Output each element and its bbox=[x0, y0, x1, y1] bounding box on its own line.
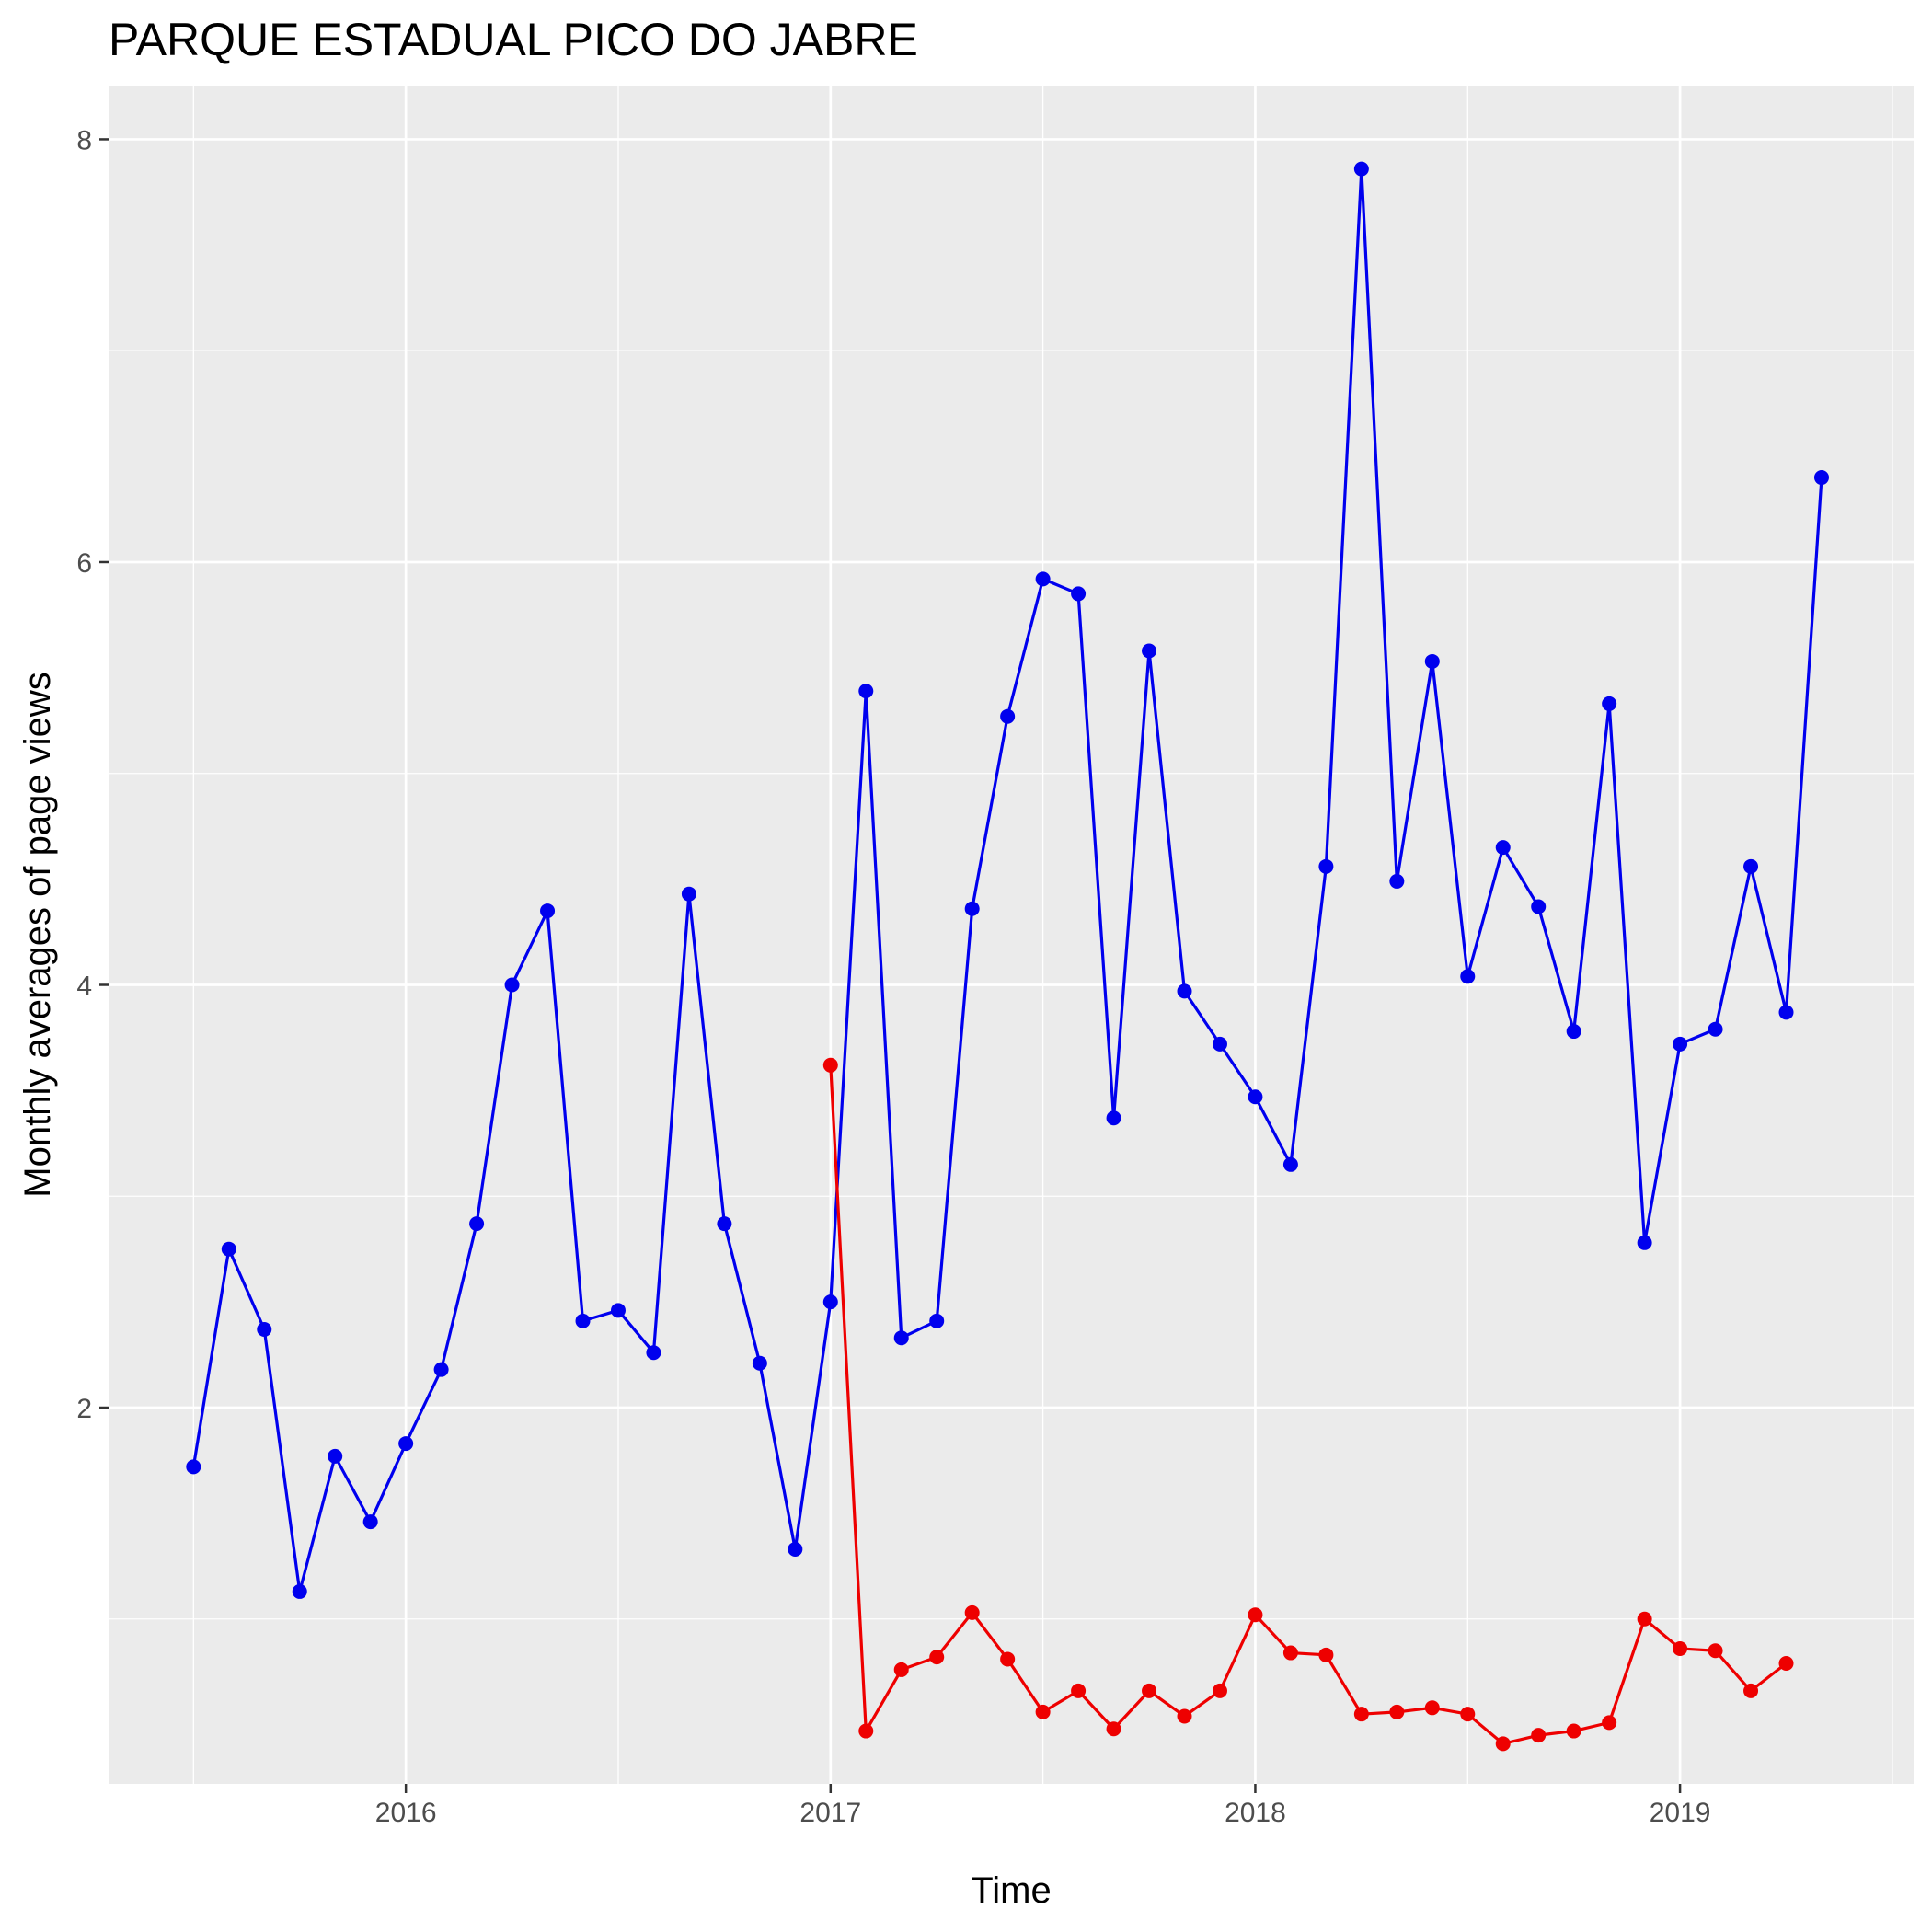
data-point bbox=[1637, 1611, 1652, 1627]
data-point bbox=[858, 684, 874, 699]
data-point bbox=[504, 977, 520, 993]
data-point bbox=[1495, 1736, 1511, 1752]
data-point bbox=[1000, 708, 1016, 724]
y-tick-label: 6 bbox=[76, 548, 92, 579]
axis-ticks: 2016 2017 2018 2019 2 4 6 8 bbox=[76, 125, 1710, 1828]
data-point bbox=[328, 1448, 343, 1464]
data-point bbox=[1424, 1700, 1440, 1716]
data-point bbox=[1177, 983, 1192, 999]
data-point bbox=[1389, 1704, 1405, 1719]
data-point bbox=[610, 1303, 626, 1318]
data-point bbox=[1212, 1036, 1227, 1052]
data-point bbox=[1071, 1683, 1087, 1698]
data-point bbox=[540, 903, 556, 919]
data-point bbox=[822, 1057, 838, 1073]
data-point bbox=[1531, 899, 1547, 914]
data-point bbox=[1248, 1607, 1263, 1623]
data-point bbox=[362, 1514, 378, 1530]
data-point bbox=[1282, 1645, 1298, 1661]
data-point bbox=[822, 1294, 838, 1310]
data-point bbox=[964, 901, 980, 916]
y-axis-title: Monthly averages of page views bbox=[17, 672, 58, 1197]
x-tick-label: 2019 bbox=[1650, 1798, 1711, 1828]
data-point bbox=[1708, 1021, 1723, 1037]
data-point bbox=[575, 1313, 591, 1328]
data-point bbox=[1602, 1715, 1617, 1731]
series-line-2 bbox=[829, 1064, 1788, 1745]
data-point bbox=[1673, 1036, 1688, 1052]
series-layer bbox=[186, 161, 1829, 1752]
x-tick-label: 2017 bbox=[799, 1798, 861, 1828]
data-point bbox=[186, 1459, 201, 1475]
x-tick-label: 2016 bbox=[375, 1798, 437, 1828]
data-point bbox=[1035, 571, 1051, 587]
data-point bbox=[1106, 1110, 1121, 1126]
data-point bbox=[1318, 858, 1334, 874]
data-point bbox=[858, 1723, 874, 1739]
data-point bbox=[1743, 858, 1759, 874]
data-point bbox=[1531, 1728, 1547, 1743]
data-point bbox=[646, 1345, 661, 1361]
chart-title: PARQUE ESTADUAL PICO DO JABRE bbox=[109, 14, 918, 65]
data-point bbox=[221, 1241, 236, 1257]
data-point bbox=[1106, 1721, 1121, 1737]
data-point bbox=[433, 1362, 449, 1377]
data-point bbox=[1212, 1683, 1227, 1698]
data-point bbox=[1282, 1156, 1298, 1172]
x-axis-title: Time bbox=[971, 1870, 1051, 1911]
data-point bbox=[752, 1355, 767, 1371]
data-point bbox=[1778, 1656, 1794, 1672]
grid-major bbox=[109, 86, 1914, 1784]
data-point bbox=[1460, 969, 1476, 984]
data-point bbox=[1637, 1235, 1652, 1250]
data-point bbox=[1460, 1707, 1476, 1722]
data-point bbox=[469, 1216, 485, 1232]
data-point bbox=[929, 1650, 945, 1665]
data-point bbox=[1142, 643, 1157, 659]
data-point bbox=[1353, 1707, 1369, 1722]
x-tick-label: 2018 bbox=[1225, 1798, 1286, 1828]
data-point bbox=[1177, 1708, 1192, 1724]
data-point bbox=[1389, 873, 1405, 889]
data-point bbox=[1000, 1651, 1016, 1667]
data-point bbox=[398, 1436, 414, 1452]
data-point bbox=[1602, 696, 1617, 711]
data-point bbox=[292, 1583, 307, 1599]
y-tick-label: 8 bbox=[76, 125, 92, 155]
data-point bbox=[1813, 470, 1829, 486]
data-point bbox=[1318, 1647, 1334, 1662]
data-point bbox=[1673, 1640, 1688, 1656]
data-point bbox=[929, 1313, 945, 1328]
data-point bbox=[717, 1216, 732, 1232]
data-point bbox=[1071, 586, 1087, 602]
y-tick-label: 4 bbox=[76, 971, 92, 1001]
data-point bbox=[893, 1330, 909, 1346]
data-point bbox=[1743, 1683, 1759, 1698]
data-point bbox=[1778, 1005, 1794, 1020]
data-point bbox=[1035, 1704, 1051, 1719]
data-point bbox=[1708, 1643, 1723, 1659]
data-point bbox=[681, 886, 696, 902]
data-point bbox=[1566, 1024, 1581, 1040]
data-point bbox=[1353, 161, 1369, 177]
data-point bbox=[1495, 840, 1511, 856]
data-point bbox=[788, 1541, 803, 1557]
plot-panel bbox=[109, 86, 1914, 1784]
data-point bbox=[893, 1662, 909, 1677]
data-point bbox=[964, 1604, 980, 1620]
grid-minor bbox=[109, 86, 1914, 1784]
data-point bbox=[1424, 653, 1440, 669]
data-point bbox=[1248, 1089, 1263, 1105]
data-point bbox=[1142, 1683, 1157, 1698]
data-point bbox=[257, 1322, 272, 1338]
data-point bbox=[1566, 1723, 1581, 1739]
y-tick-label: 2 bbox=[76, 1394, 92, 1424]
